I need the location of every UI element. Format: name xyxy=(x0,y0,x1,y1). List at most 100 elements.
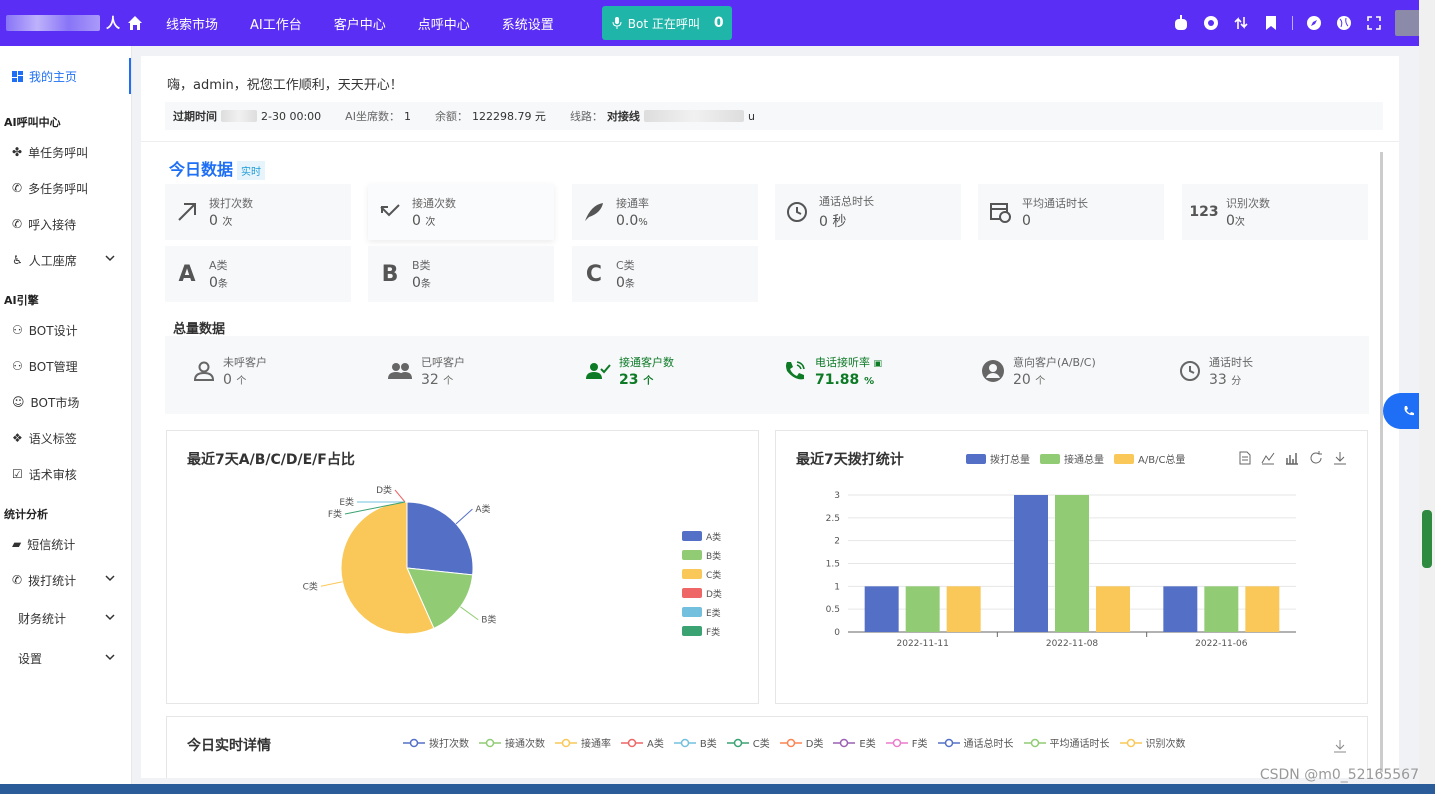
sidebar-item-bot-manage[interactable]: ⚇ BOT管理 xyxy=(0,348,131,384)
expire-value: 2-30 00:00 xyxy=(261,109,322,123)
legend-line-icon xyxy=(779,738,802,747)
legend-item[interactable]: F类 xyxy=(885,735,928,750)
nav-ai-workbench[interactable]: AI工作台 xyxy=(250,17,302,33)
legend-swatch xyxy=(682,607,702,617)
sidebar-item-multi-task-call[interactable]: ✆ 多任务呼叫 xyxy=(0,170,131,206)
legend-item[interactable]: B类 xyxy=(673,735,717,750)
sidebar-item-label: BOT设计 xyxy=(28,323,78,338)
legend-line-icon xyxy=(833,738,856,747)
nav-customer-center[interactable]: 客户中心 xyxy=(333,17,386,33)
sidebar-item-call-stats[interactable]: ✆ 拨打统计 xyxy=(0,562,131,598)
compass-icon[interactable] xyxy=(1305,14,1323,32)
y-tick-label: 0.5 xyxy=(826,605,840,615)
fan-icon: ✤ xyxy=(12,145,23,159)
sidebar-item-sms-stats[interactable]: ▰ 短信统计 xyxy=(0,526,131,562)
bar-chart-icon[interactable] xyxy=(1285,451,1299,465)
sidebar-item-finance-stats[interactable]: 财务统计 xyxy=(0,598,131,638)
window-scrollbar-track[interactable] xyxy=(1419,0,1435,794)
download-icon[interactable] xyxy=(1333,451,1347,465)
home-icon[interactable] xyxy=(120,15,150,31)
download-icon[interactable] xyxy=(1333,739,1347,753)
bot-calling-button[interactable]: Bot 正在呼叫 0 xyxy=(601,6,732,40)
total-value: 33 xyxy=(1209,372,1227,388)
pie-slice[interactable] xyxy=(406,501,474,576)
bar[interactable] xyxy=(1055,495,1089,632)
legend-item[interactable]: 拨打总量 xyxy=(966,451,1030,466)
legend-item[interactable]: 拨打次数 xyxy=(403,735,469,750)
sidebar-item-inbound-reception[interactable]: ✆ 呼入接待 xyxy=(0,206,131,242)
legend-swatch xyxy=(966,453,986,464)
total-value: 71.88 xyxy=(815,372,860,388)
legend-label[interactable]: F类 xyxy=(706,626,720,638)
refresh-icon[interactable] xyxy=(1309,451,1323,465)
sidebar-item-bot-design[interactable]: ⚇ BOT设计 xyxy=(0,312,131,348)
sidebar-item-label: 话术审核 xyxy=(28,467,77,482)
bar[interactable] xyxy=(1245,586,1280,632)
legend-item[interactable]: 接通率 xyxy=(555,735,611,750)
nav-lead-market[interactable]: 线索市场 xyxy=(166,17,219,33)
legend-label[interactable]: E类 xyxy=(706,607,721,619)
stat-label: C类 xyxy=(616,259,635,272)
bar[interactable] xyxy=(1014,495,1048,632)
bar[interactable] xyxy=(1096,586,1130,632)
sidebar-item-semantic-tag[interactable]: ❖ 语义标签 xyxy=(0,420,131,456)
sidebar-item-single-task-call[interactable]: ✤ 单任务呼叫 xyxy=(0,134,131,170)
total-label: 电话接听率 ▣ xyxy=(815,354,882,370)
line-chart-icon[interactable] xyxy=(1261,451,1275,465)
legend-swatch xyxy=(1040,453,1060,464)
legend-item[interactable]: D类 xyxy=(779,735,823,750)
y-tick-label: 1 xyxy=(834,582,840,592)
legend-item[interactable]: A/B/C总量 xyxy=(1114,451,1185,466)
legend-item[interactable]: 通话总时长 xyxy=(937,735,1014,750)
window-scrollbar-thumb[interactable] xyxy=(1422,510,1432,568)
bar[interactable] xyxy=(905,586,940,632)
legend-item[interactable]: A类 xyxy=(621,735,664,750)
bookmark-icon[interactable] xyxy=(1262,14,1280,32)
legend-label[interactable]: C类 xyxy=(706,569,721,581)
stat-label: 平均通话时长 xyxy=(1022,197,1088,210)
aperture-icon[interactable] xyxy=(1202,14,1220,32)
swap-arrows-icon[interactable] xyxy=(1232,14,1250,32)
fullscreen-icon[interactable] xyxy=(1365,14,1383,32)
logo[interactable]: 人 xyxy=(0,0,120,46)
bar[interactable] xyxy=(1204,586,1239,632)
sidebar-item-manual-seat[interactable]: ♿ 人工座席 xyxy=(0,242,131,278)
bar[interactable] xyxy=(946,586,981,632)
sidebar-item-label: 设置 xyxy=(18,651,43,666)
chevron-down-icon xyxy=(105,255,115,262)
os-taskbar xyxy=(0,784,1435,794)
legend-label[interactable]: A类 xyxy=(706,531,721,543)
sidebar-item-bot-market[interactable]: ☺ BOT市场 xyxy=(0,384,131,420)
realtime-tag: 实时 xyxy=(237,161,266,180)
legend-item[interactable]: 识别次数 xyxy=(1119,735,1186,750)
total-called: 已呼客户 32 个 xyxy=(387,354,465,388)
legend-label[interactable]: B类 xyxy=(706,550,721,562)
legend-item[interactable]: 接通次数 xyxy=(479,735,545,750)
sidebar-item-home[interactable]: 我的主页 xyxy=(0,58,131,94)
legend-item[interactable]: 平均通话时长 xyxy=(1023,735,1110,750)
realtime-detail-title: 今日实时详情 xyxy=(187,738,271,754)
nav-system-settings[interactable]: 系统设置 xyxy=(501,17,554,33)
balance-label: 余额： xyxy=(434,110,468,123)
robot-icon[interactable] xyxy=(1172,14,1190,32)
sidebar-item-label: 多任务呼叫 xyxy=(28,181,89,196)
user-icon xyxy=(193,361,215,381)
bar[interactable] xyxy=(1163,586,1198,632)
legend-item[interactable]: E类 xyxy=(833,735,876,750)
user-avatar[interactable] xyxy=(1395,10,1421,36)
sidebar-item-settings[interactable]: 设置 xyxy=(0,638,131,678)
data-view-icon[interactable] xyxy=(1239,451,1251,465)
content-scrollbar[interactable] xyxy=(1380,152,1383,772)
sidebar-item-script-review[interactable]: ☑ 话术审核 xyxy=(0,456,131,492)
globe-icon[interactable] xyxy=(1335,14,1353,32)
pie-slice[interactable] xyxy=(340,501,435,635)
legend-item[interactable]: 接通总量 xyxy=(1040,451,1104,466)
bar[interactable] xyxy=(864,586,899,632)
legend-item[interactable]: C类 xyxy=(726,735,770,750)
pie-slice[interactable] xyxy=(406,567,474,629)
legend-label[interactable]: D类 xyxy=(706,588,722,600)
y-tick-label: 2.5 xyxy=(826,514,840,524)
nav-call-center[interactable]: 点呼中心 xyxy=(417,17,470,33)
seats-value: 1 xyxy=(403,109,411,123)
legend-label: 平均通话时长 xyxy=(1049,739,1110,750)
